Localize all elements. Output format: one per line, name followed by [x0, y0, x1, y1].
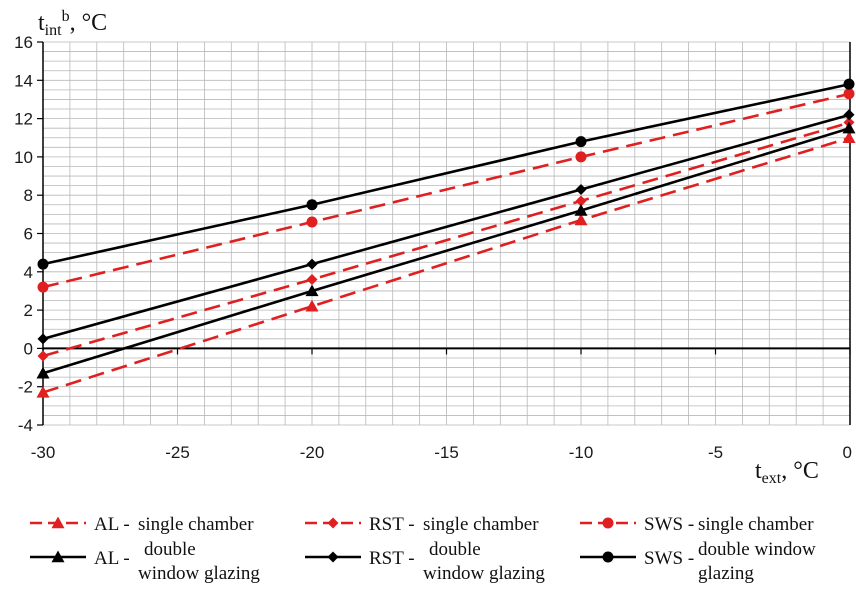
legend: AL - single chamber RST - single chamber SWS… — [30, 514, 816, 584]
data-point-series-6 — [306, 199, 318, 211]
legend-marker — [51, 516, 65, 529]
x-tick-label: -30 — [31, 443, 56, 462]
legend-item-3: SWS - single chamber — [580, 514, 814, 535]
y-tick-label: 2 — [24, 301, 33, 320]
data-point-series-1 — [305, 299, 319, 312]
y-tick-label: 8 — [24, 186, 33, 205]
data-point-series-6 — [575, 136, 587, 148]
series-line-5 — [42, 113, 851, 341]
legend-code: SWS - — [644, 548, 694, 569]
y-tick-label: 6 — [24, 225, 33, 244]
legend-marker — [51, 550, 65, 563]
y-axis-title: tintb, °C — [38, 8, 107, 39]
legend-description: window glazing — [423, 563, 545, 584]
data-point-series-4 — [842, 121, 856, 134]
legend-item-5: RST - double window glazing — [305, 539, 545, 584]
legend-description: single chamber — [423, 514, 539, 535]
data-point-series-2 — [575, 195, 587, 207]
legend-item-4: AL - double window glazing — [30, 539, 260, 584]
legend-description: double window — [698, 539, 816, 560]
legend-description: window glazing — [138, 563, 260, 584]
series-lines — [42, 82, 851, 394]
data-point-series-1 — [36, 385, 50, 398]
x-tick-label: 0 — [843, 443, 852, 462]
series-line-1 — [42, 136, 851, 394]
x-tick-label: -5 — [708, 443, 723, 462]
x-tick-label: -10 — [569, 443, 594, 462]
legend-marker — [327, 517, 339, 529]
legend-code: RST - — [369, 514, 415, 535]
data-point-series-3 — [843, 88, 855, 100]
data-point-series-6 — [37, 258, 49, 270]
legend-marker — [602, 517, 614, 529]
legend-item-2: RST - single chamber — [305, 514, 539, 535]
series-line-2 — [42, 121, 851, 358]
legend-description: glazing — [698, 563, 754, 584]
data-point-series-6 — [843, 78, 855, 90]
legend-marker — [327, 551, 339, 563]
data-markers — [36, 78, 856, 398]
x-axis-title: text, °C — [755, 458, 819, 487]
y-tick-label: 16 — [14, 33, 33, 52]
data-point-series-5 — [575, 183, 587, 195]
legend-description: single chamber — [138, 514, 254, 535]
legend-code: RST - — [369, 548, 415, 569]
data-point-series-2 — [37, 350, 49, 362]
data-point-series-1 — [842, 131, 856, 143]
legend-code: AL - — [94, 548, 130, 569]
series-line-6 — [42, 82, 851, 266]
y-tick-label: -4 — [18, 416, 33, 435]
legend-item-6: SWS - double window glazing — [580, 539, 816, 584]
legend-item-1: AL - single chamber — [30, 514, 254, 535]
y-tick-label: 0 — [24, 339, 33, 358]
x-tick-label: -20 — [300, 443, 325, 462]
data-point-series-4 — [36, 366, 50, 379]
x-tick-label: -25 — [165, 443, 190, 462]
y-tick-label: 12 — [14, 110, 33, 129]
x-tick-label: -15 — [434, 443, 459, 462]
legend-description: single chamber — [698, 514, 814, 535]
data-point-series-3 — [306, 216, 318, 228]
data-point-series-1 — [574, 213, 588, 226]
data-point-series-3 — [575, 151, 587, 163]
legend-description: double — [144, 539, 196, 560]
y-tick-label: 14 — [14, 71, 33, 90]
data-point-series-5 — [306, 258, 318, 270]
grid — [42, 41, 851, 426]
series-line-3 — [42, 92, 851, 289]
data-point-series-2 — [306, 273, 318, 285]
data-point-series-5 — [843, 109, 855, 121]
legend-description: double — [429, 539, 481, 560]
data-point-series-4 — [574, 204, 588, 216]
legend-code: AL - — [94, 514, 130, 535]
y-tick-label: -2 — [18, 378, 33, 397]
y-tick-label: 10 — [14, 148, 33, 167]
series-line-4 — [42, 126, 851, 375]
y-tick-label: 4 — [24, 263, 33, 282]
legend-code: SWS - — [644, 514, 694, 535]
data-point-series-4 — [305, 284, 319, 297]
data-point-series-3 — [37, 281, 49, 293]
data-point-series-5 — [37, 333, 49, 345]
legend-marker — [602, 551, 614, 563]
